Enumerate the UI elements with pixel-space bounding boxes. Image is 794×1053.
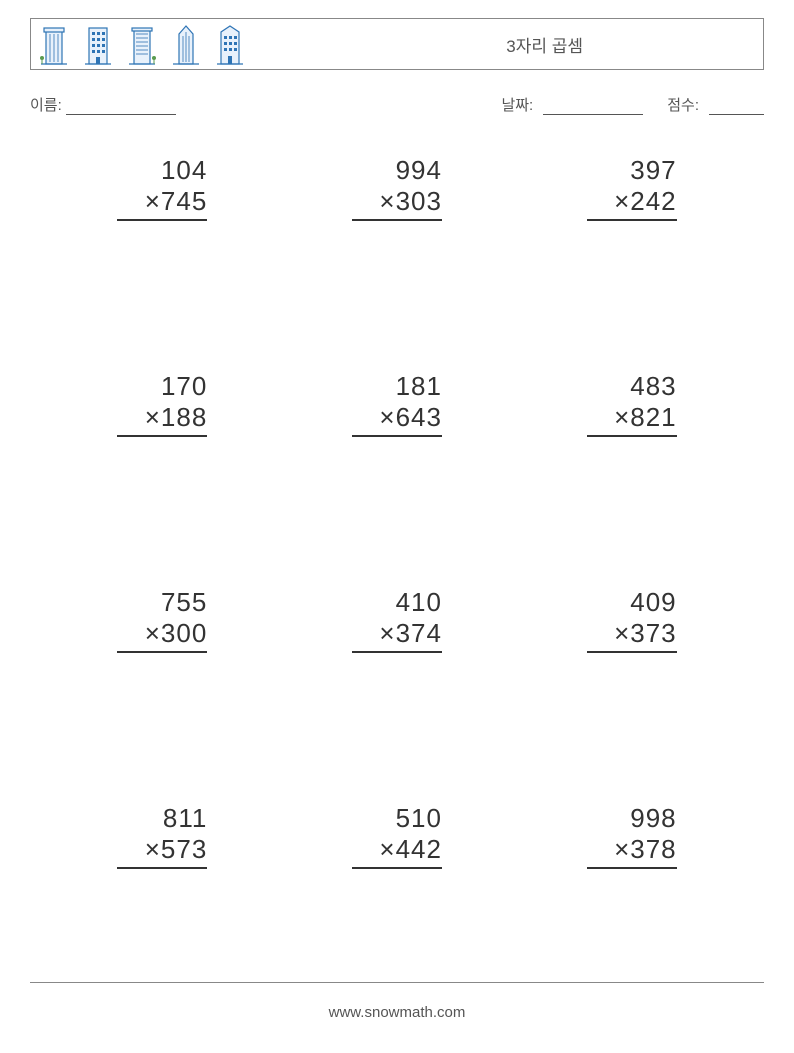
multiplicand: 409 bbox=[587, 587, 677, 618]
problems-grid: 104×745 994×303 397×242 170×188 181×643 … bbox=[30, 155, 764, 869]
multiplicand: 755 bbox=[117, 587, 207, 618]
multiplier: ×745 bbox=[117, 186, 207, 221]
multiplier: ×242 bbox=[587, 186, 677, 221]
building-icon bbox=[39, 24, 69, 66]
multiplier: ×442 bbox=[352, 834, 442, 869]
score-blank bbox=[709, 99, 764, 115]
multiplier: ×643 bbox=[352, 402, 442, 437]
problem: 994×303 bbox=[285, 155, 510, 221]
multiplicand: 104 bbox=[117, 155, 207, 186]
multiplicand: 410 bbox=[352, 587, 442, 618]
multiplier: ×573 bbox=[117, 834, 207, 869]
multiplicand: 811 bbox=[117, 803, 207, 834]
building-icon bbox=[215, 24, 245, 66]
problem: 755×300 bbox=[50, 587, 275, 653]
building-icon bbox=[171, 24, 201, 66]
problem: 510×442 bbox=[285, 803, 510, 869]
date-blank bbox=[543, 99, 643, 115]
buildings-row bbox=[39, 22, 245, 66]
multiplier: ×303 bbox=[352, 186, 442, 221]
name-label: 이름: bbox=[30, 94, 62, 115]
multiplier: ×188 bbox=[117, 402, 207, 437]
multiplier: ×378 bbox=[587, 834, 677, 869]
multiplicand: 998 bbox=[587, 803, 677, 834]
multiplicand: 397 bbox=[587, 155, 677, 186]
problem: 181×643 bbox=[285, 371, 510, 437]
multiplier: ×300 bbox=[117, 618, 207, 653]
problem: 104×745 bbox=[50, 155, 275, 221]
score-label: 점수: bbox=[667, 94, 699, 115]
problem: 483×821 bbox=[519, 371, 744, 437]
footer-url: www.snowmath.com bbox=[0, 1004, 794, 1021]
problem: 397×242 bbox=[519, 155, 744, 221]
footer-divider bbox=[30, 982, 764, 983]
multiplicand: 994 bbox=[352, 155, 442, 186]
multiplicand: 181 bbox=[352, 371, 442, 402]
multiplicand: 170 bbox=[117, 371, 207, 402]
header-box: 3자리 곱셈 bbox=[30, 18, 764, 70]
building-icon bbox=[83, 24, 113, 66]
info-row: 이름: 날짜: 점수: bbox=[30, 94, 764, 115]
multiplier: ×373 bbox=[587, 618, 677, 653]
problem: 998×378 bbox=[519, 803, 744, 869]
multiplier: ×374 bbox=[352, 618, 442, 653]
problem: 409×373 bbox=[519, 587, 744, 653]
multiplicand: 483 bbox=[587, 371, 677, 402]
problem: 811×573 bbox=[50, 803, 275, 869]
building-icon bbox=[127, 24, 157, 66]
worksheet-title: 3자리 곱셈 bbox=[506, 32, 753, 57]
multiplicand: 510 bbox=[352, 803, 442, 834]
name-blank bbox=[66, 99, 176, 115]
problem: 170×188 bbox=[50, 371, 275, 437]
problem: 410×374 bbox=[285, 587, 510, 653]
date-label: 날짜: bbox=[501, 94, 533, 115]
multiplier: ×821 bbox=[587, 402, 677, 437]
